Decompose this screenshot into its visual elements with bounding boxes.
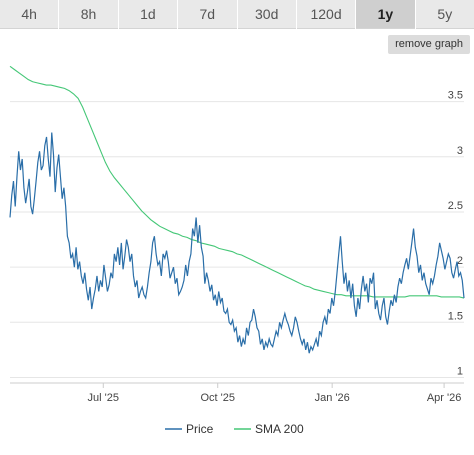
x-tick-label: Jul '25 bbox=[88, 392, 119, 404]
legend-price-label: Price bbox=[186, 422, 214, 436]
legend-sma-label: SMA 200 bbox=[255, 422, 304, 436]
y-tick-label: 1 bbox=[457, 365, 463, 377]
legend: Price SMA 200 bbox=[165, 422, 304, 436]
tab-30d[interactable]: 30d bbox=[237, 0, 296, 29]
price-series-line bbox=[9, 132, 465, 354]
x-tick-label: Jan '26 bbox=[315, 392, 350, 404]
y-tick-label: 3.5 bbox=[448, 90, 463, 102]
y-axis-labels: 1 1.5 2 2.5 3 3.5 bbox=[448, 90, 463, 378]
timeframe-tabs: 4h 8h 1d 7d 30d 120d 1y 5y bbox=[0, 0, 474, 30]
tab-5y[interactable]: 5y bbox=[415, 0, 474, 29]
y-tick-label: 3 bbox=[457, 145, 463, 157]
y-tick-label: 2 bbox=[457, 255, 463, 267]
y-tick-label: 2.5 bbox=[448, 200, 463, 212]
y-tick-label: 1.5 bbox=[448, 310, 463, 322]
tab-4h[interactable]: 4h bbox=[0, 0, 59, 29]
remove-graph-button[interactable]: remove graph bbox=[388, 35, 470, 54]
x-axis-labels: Jul '25 Oct '25 Jan '26 Apr '26 bbox=[88, 383, 462, 404]
tab-8h[interactable]: 8h bbox=[59, 0, 118, 29]
x-tick-label: Oct '25 bbox=[200, 392, 235, 404]
sma-200-series-line bbox=[9, 65, 465, 299]
grid-lines bbox=[10, 101, 464, 384]
x-tick-label: Apr '26 bbox=[427, 392, 462, 404]
tab-120d[interactable]: 120d bbox=[296, 0, 356, 29]
tab-1y[interactable]: 1y bbox=[356, 0, 415, 29]
tab-1d[interactable]: 1d bbox=[118, 0, 178, 29]
tab-7d[interactable]: 7d bbox=[178, 0, 237, 29]
